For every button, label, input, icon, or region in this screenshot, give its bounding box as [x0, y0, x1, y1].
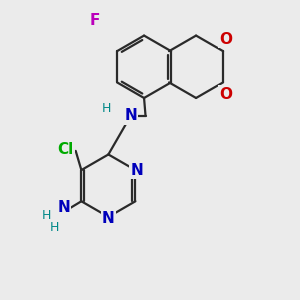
Text: O: O [219, 32, 232, 47]
Text: N: N [130, 163, 143, 178]
Text: N: N [102, 211, 115, 226]
Text: N: N [57, 200, 70, 215]
Text: F: F [90, 13, 100, 28]
Text: H: H [50, 221, 60, 234]
Text: Cl: Cl [57, 142, 74, 157]
Text: H: H [102, 103, 112, 116]
Text: H: H [42, 209, 51, 223]
Text: N: N [124, 108, 137, 123]
Text: O: O [219, 87, 232, 102]
